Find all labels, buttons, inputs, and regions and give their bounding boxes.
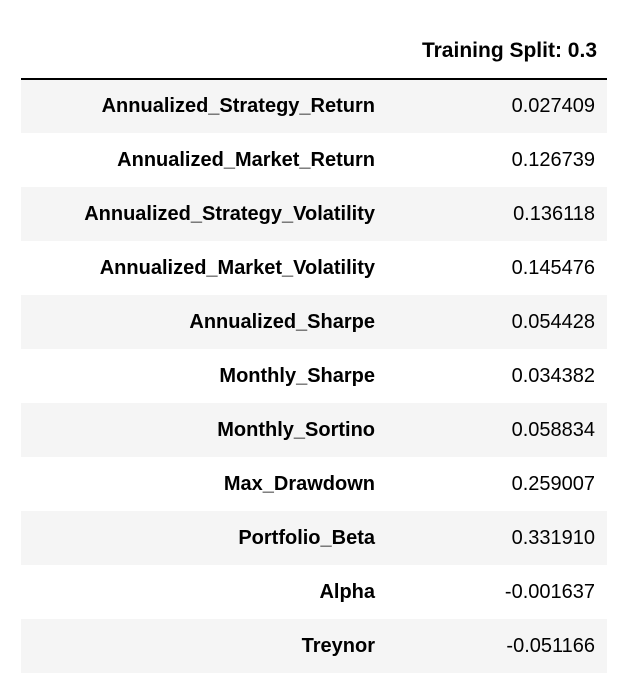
row-label: Alpha (319, 580, 375, 603)
table-row: Alpha -0.001637 (21, 565, 607, 619)
header-row: Training Split: 0.3 (21, 24, 607, 80)
column-header: Training Split: 0.3 (385, 24, 607, 80)
row-value: -0.051166 (506, 634, 595, 657)
row-value: 0.034382 (511, 364, 595, 387)
table-row: Monthly_Sharpe 0.034382 (21, 349, 607, 403)
table-row: Annualized_Market_Volatility 0.145476 (21, 241, 607, 295)
table-row: Annualized_Strategy_Return 0.027409 (21, 79, 607, 133)
row-value: 0.259007 (511, 472, 595, 495)
table-row: Portfolio_Beta 0.331910 (21, 511, 607, 565)
row-label: Annualized_Strategy_Return (101, 95, 375, 117)
row-label: Monthly_Sharpe (219, 364, 375, 387)
row-value: 0.058834 (511, 418, 595, 441)
table-row: Annualized_Sharpe 0.054428 (21, 295, 607, 349)
row-label: Annualized_Market_Return (117, 148, 375, 171)
row-label: Annualized_Strategy_Volatility (84, 202, 375, 225)
table-row: Monthly_Sortino 0.058834 (21, 403, 607, 457)
row-label: Max_Drawdown (223, 472, 375, 495)
table-row: Max_Drawdown 0.259007 (21, 457, 607, 511)
row-label: Monthly_Sortino (217, 418, 375, 441)
table-row: Annualized_Market_Return 0.126739 (21, 133, 607, 187)
row-value: 0.126739 (511, 148, 595, 171)
table-row: Treynor -0.051166 (21, 619, 607, 673)
table-body: Annualized_Strategy_Return 0.027409 Annu… (21, 79, 607, 673)
row-label: Annualized_Sharpe (189, 310, 375, 333)
row-value: 0.027409 (511, 95, 595, 117)
row-value: 0.331910 (511, 526, 595, 549)
row-label: Treynor (301, 634, 375, 657)
metrics-table: Training Split: 0.3 Annualized_Strategy_… (21, 24, 607, 673)
index-header (21, 24, 385, 80)
row-label: Annualized_Market_Volatility (99, 256, 375, 279)
row-value: 0.145476 (511, 256, 595, 279)
row-label: Portfolio_Beta (238, 526, 375, 549)
table-header: Training Split: 0.3 (21, 24, 607, 80)
row-value: -0.001637 (504, 580, 595, 603)
row-value: 0.136118 (513, 202, 595, 225)
table-row: Annualized_Strategy_Volatility 0.136118 (21, 187, 607, 241)
row-value: 0.054428 (511, 310, 595, 333)
